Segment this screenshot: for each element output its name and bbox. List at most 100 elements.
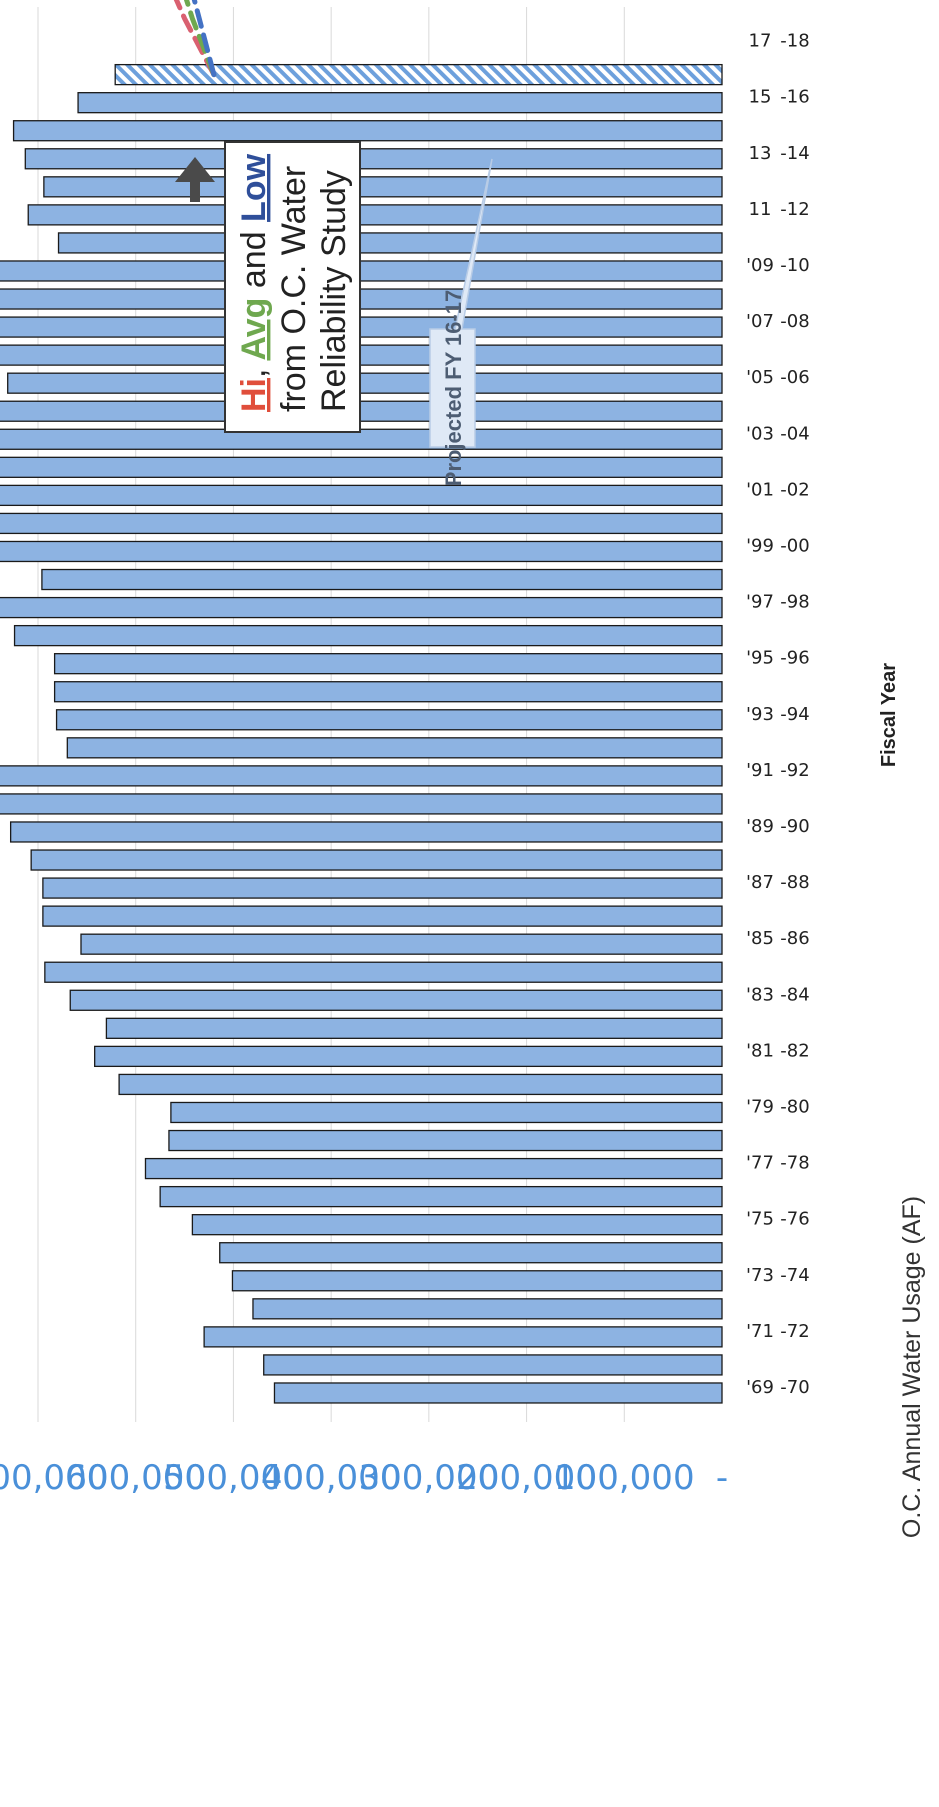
x-tick-label-bottom: -16 xyxy=(780,87,809,108)
bar-'15-16 xyxy=(77,92,723,114)
x-tick-label-bottom: -10 xyxy=(780,255,809,276)
bar-'70-71 xyxy=(263,1354,723,1376)
chart-rotation-group: -100,000200,000300,000400,000500,000600,… xyxy=(0,0,926,1538)
y-tick-label: 400,000 xyxy=(261,1458,402,1498)
x-tick-label-top: 13 xyxy=(749,143,772,164)
projected-callout-label: Projected FY 16-17 xyxy=(441,290,466,486)
bar-'12-13 xyxy=(43,176,723,198)
x-tick-label-bottom: -84 xyxy=(780,984,809,1005)
bar-'90-91 xyxy=(0,793,723,815)
x-tick-label-bottom: -06 xyxy=(780,367,809,388)
x-tick-label-bottom: -78 xyxy=(780,1153,809,1174)
bar-'13-14 xyxy=(24,148,723,170)
x-tick-label-bottom: -76 xyxy=(780,1209,809,1230)
bar-'96-97 xyxy=(13,624,723,647)
x-tick-label-bottom: -02 xyxy=(780,479,809,500)
bar-'92-93 xyxy=(66,737,723,759)
y-axis-ticks: -100,000200,000300,000400,000500,000600,… xyxy=(0,1458,728,1498)
x-tick-label-top: '99 xyxy=(746,535,774,556)
bar-'91-92 xyxy=(0,765,723,787)
bar-'84-85 xyxy=(44,961,723,983)
bar-'02-03 xyxy=(0,456,723,478)
x-tick-label-top: '75 xyxy=(746,1209,774,1230)
x-tick-label-bottom: -96 xyxy=(780,648,809,669)
legend-and: and xyxy=(235,222,273,298)
projection-line-hi xyxy=(35,0,217,78)
bar-'75-76 xyxy=(191,1214,723,1236)
bar-'93-94 xyxy=(55,709,723,731)
x-tick-label-top: '69 xyxy=(746,1377,774,1398)
x-tick-label-bottom: -70 xyxy=(780,1377,809,1398)
projection-lines xyxy=(35,0,217,78)
x-tick-label-top: '95 xyxy=(746,648,774,669)
x-tick-label-bottom: -90 xyxy=(780,816,809,837)
bar-'69-70 xyxy=(273,1382,723,1404)
bar-'94-95 xyxy=(53,681,723,703)
x-tick-label-top: '71 xyxy=(746,1321,774,1342)
x-tick-label-bottom: -98 xyxy=(780,592,809,613)
legend-hi: Hi xyxy=(235,378,273,412)
x-tick-label-bottom: -88 xyxy=(780,872,809,893)
bar-'85-86 xyxy=(80,933,723,955)
bar-'74-75 xyxy=(219,1242,723,1264)
x-tick-label-bottom: -92 xyxy=(780,760,809,781)
x-tick-label-top: '85 xyxy=(746,928,774,949)
x-tick-label-top: '79 xyxy=(746,1096,774,1117)
bar-'73-74 xyxy=(231,1270,723,1292)
y-tick-label: 700,000 xyxy=(0,1458,108,1498)
x-tick-label-top: '73 xyxy=(746,1265,774,1286)
y-tick-label: - xyxy=(716,1458,728,1498)
bar-'71-72 xyxy=(203,1326,723,1348)
bar-'72-73 xyxy=(252,1298,723,1320)
y-tick-label: 100,000 xyxy=(554,1458,695,1498)
legend-line-3: Reliability Study xyxy=(315,170,353,412)
y-tick-label: 200,000 xyxy=(456,1458,597,1498)
bar-'01-02 xyxy=(0,484,723,507)
x-tick-label-top: '03 xyxy=(746,423,774,444)
legend-low: Low xyxy=(235,153,273,222)
x-tick-label-top: '05 xyxy=(746,367,774,388)
bar-'79-80 xyxy=(170,1101,723,1124)
x-tick-label-bottom: -82 xyxy=(780,1040,809,1061)
x-tick-label-top: 17 xyxy=(749,31,772,52)
projection-legend-box: Hi, Avg and Low from O.C. Water Reliabili… xyxy=(224,141,361,433)
x-tick-label-bottom: -08 xyxy=(780,311,809,332)
y-tick-label: 500,000 xyxy=(163,1458,304,1498)
legend-sep: , xyxy=(235,369,273,378)
bar-'76-77 xyxy=(159,1185,723,1208)
bar-'89-90 xyxy=(9,821,723,843)
legend-avg: Avg xyxy=(235,298,273,361)
x-tick-label-top: '89 xyxy=(746,816,774,837)
bar-'81-82 xyxy=(94,1045,723,1068)
arrow-up-icon xyxy=(175,157,215,202)
x-tick-label-bottom: -14 xyxy=(780,143,809,164)
x-tick-label-bottom: -72 xyxy=(780,1321,809,1342)
y-tick-label: 600,000 xyxy=(65,1458,206,1498)
x-tick-label-top: '97 xyxy=(746,592,774,613)
bar-'10-11 xyxy=(57,232,723,254)
x-tick-label-bottom: -86 xyxy=(780,928,809,949)
projected-callout: Projected FY 16-17 xyxy=(429,158,493,486)
x-tick-label-top: '09 xyxy=(746,255,774,276)
x-tick-label-top: '91 xyxy=(746,760,774,781)
x-tick-label-top: '07 xyxy=(746,311,774,332)
y-tick-label: 300,000 xyxy=(359,1458,500,1498)
x-tick-label-top: '93 xyxy=(746,704,774,725)
bar-'82-83 xyxy=(105,1017,723,1039)
bar-'95-96 xyxy=(53,653,723,675)
x-tick-label-bottom: -00 xyxy=(780,535,809,556)
x-tick-label-top: '81 xyxy=(746,1040,774,1061)
x-tick-label-top: 15 xyxy=(749,87,772,108)
y-axis-title: O.C. Annual Water Usage (AF) xyxy=(898,1196,926,1538)
x-tick-label-bottom: -12 xyxy=(780,199,809,220)
x-tick-label-bottom: -74 xyxy=(780,1265,809,1286)
x-tick-label-top: '77 xyxy=(746,1153,774,1174)
x-tick-label-bottom: -80 xyxy=(780,1096,809,1117)
bar-'16-17 xyxy=(114,63,723,86)
bar-'88-89 xyxy=(30,849,723,871)
bar-'80-81 xyxy=(118,1073,723,1096)
bar-'14-15 xyxy=(12,120,723,142)
x-tick-label-top: '87 xyxy=(746,872,774,893)
x-tick-label-top: '01 xyxy=(746,479,774,500)
